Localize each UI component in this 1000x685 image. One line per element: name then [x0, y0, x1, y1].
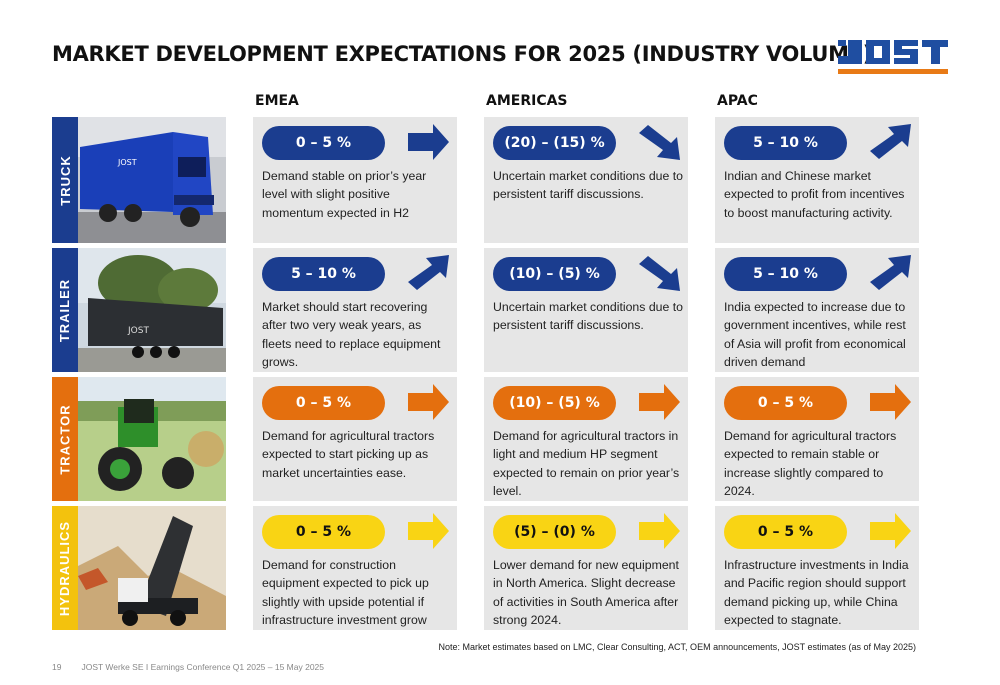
cell-tractor-americas: (10) – (5) % Demand for agricultural trac… [484, 377, 688, 501]
jost-logo [838, 38, 948, 78]
forecast-pill: 0 – 5 % [262, 515, 385, 549]
cell-description: Demand for agricultural tractors expecte… [724, 429, 897, 498]
forecast-pill: 0 – 5 % [724, 386, 847, 420]
cell-description: Indian and Chinese market expected to pr… [724, 169, 905, 220]
trend-up-arrow-icon [408, 255, 449, 290]
row-label-tractor: TRACTOR [52, 377, 78, 501]
cell-hydraulics-americas: (5) – (0) % Lower demand for new equipmen… [484, 506, 688, 630]
truck-photo: JOST [78, 117, 226, 243]
cell-description: Demand for agricultural tractors expecte… [262, 429, 435, 480]
cell-description: Demand stable on prior’s year level with… [262, 169, 427, 220]
row-label-hydraulics: HYDRAULICS [52, 506, 78, 630]
trend-down-arrow-icon [639, 256, 680, 291]
forecast-pill: (5) – (0) % [493, 515, 616, 549]
svg-text:JOST: JOST [127, 326, 149, 336]
cell-description: Infrastructure investments in India and … [724, 558, 909, 627]
cell-hydraulics-emea: 0 – 5 % Demand for construction equipment… [253, 506, 457, 630]
cell-description: Demand for construction equipment expect… [262, 558, 429, 627]
trend-flat-arrow-icon [408, 124, 449, 160]
column-header-americas: AMERICAS [486, 93, 568, 109]
page-title: MARKET DEVELOPMENT EXPECTATIONS FOR 2025… [52, 42, 873, 66]
forecast-pill: (10) – (5) % [493, 386, 616, 420]
cell-description: Lower demand for new equipment in North … [493, 558, 679, 627]
trend-flat-arrow-icon [870, 384, 911, 420]
row-label-trailer: TRAILER [52, 248, 78, 372]
cell-trailer-americas: (10) – (5) % Uncertain market conditions … [484, 248, 688, 372]
cell-trailer-emea: 5 – 10 % Market should start recovering a… [253, 248, 457, 372]
forecast-pill: 5 – 10 % [724, 257, 847, 291]
footer: 19 JOST Werke SE I Earnings Conference Q1… [52, 662, 324, 672]
trend-flat-arrow-icon [639, 384, 680, 420]
cell-hydraulics-apac: 0 – 5 % Infrastructure investments in Ind… [715, 506, 919, 630]
forecast-pill: 5 – 10 % [262, 257, 385, 291]
forecast-pill: 0 – 5 % [262, 386, 385, 420]
trend-flat-arrow-icon [408, 513, 449, 549]
cell-description: Uncertain market conditions due to persi… [493, 300, 684, 333]
cell-tractor-apac: 0 – 5 % Demand for agricultural tractors … [715, 377, 919, 501]
row-label-truck: TRUCK [52, 117, 78, 243]
cell-description: Demand for agricultural tractors in ligh… [493, 429, 680, 498]
forecast-pill: 0 – 5 % [262, 126, 385, 160]
column-header-apac: APAC [717, 93, 758, 109]
cell-description: Uncertain market conditions due to persi… [493, 169, 684, 202]
trend-flat-arrow-icon [639, 513, 680, 549]
forecast-pill: (10) – (5) % [493, 257, 616, 291]
trend-flat-arrow-icon [408, 384, 449, 420]
cell-description: India expected to increase due to govern… [724, 300, 906, 369]
cell-tractor-emea: 0 – 5 % Demand for agricultural tractors … [253, 377, 457, 501]
footer-text: JOST Werke SE I Earnings Conference Q1 2… [81, 662, 325, 672]
svg-text:JOST: JOST [117, 158, 137, 167]
cell-truck-emea: 0 – 5 % Demand stable on prior’s year lev… [253, 117, 457, 243]
hydraulics-photo [78, 506, 226, 630]
tractor-photo [78, 377, 226, 501]
column-header-emea: EMEA [255, 93, 299, 109]
source-note: Note: Market estimates based on LMC, Cle… [438, 642, 916, 652]
trend-up-arrow-icon [870, 124, 911, 159]
cell-truck-apac: 5 – 10 % Indian and Chinese market expect… [715, 117, 919, 243]
trend-up-arrow-icon [870, 255, 911, 290]
forecast-pill: 0 – 5 % [724, 515, 847, 549]
forecast-pill: (20) – (15) % [493, 126, 616, 160]
trend-down-arrow-icon [639, 125, 680, 160]
cell-trailer-apac: 5 – 10 % India expected to increase due t… [715, 248, 919, 372]
trailer-photo: JOST [78, 248, 226, 372]
trend-flat-arrow-icon [870, 513, 911, 549]
cell-description: Market should start recovering after two… [262, 300, 441, 369]
forecast-pill: 5 – 10 % [724, 126, 847, 160]
cell-truck-americas: (20) – (15) % Uncertain market conditions… [484, 117, 688, 243]
page-number: 19 [52, 662, 62, 672]
